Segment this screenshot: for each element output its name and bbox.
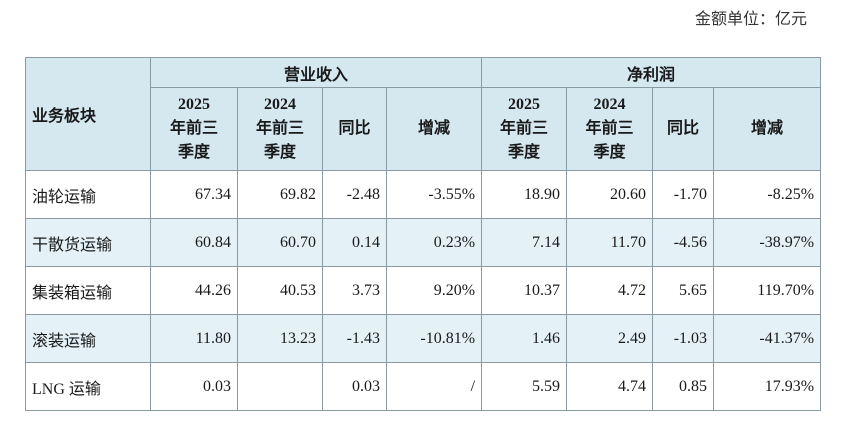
header-line: 季度 (263, 144, 296, 161)
column-header: 2024 年前三季度 (566, 87, 654, 171)
row-label: 油轮运输 (25, 170, 151, 219)
table-body: 油轮运输 67.34 69.82 -2.48 -3.55% 18.90 20.60 -1.70… (25, 170, 822, 411)
cell: -3.55% (385, 170, 483, 219)
header-row: 2025 年前三季度 2024 年前三季度 同比 增减 2025 年前三季度 2024 年前三季度… (26, 87, 822, 171)
cell: / (385, 362, 483, 411)
cell: 18.90 (481, 170, 568, 219)
header-line: 2024 (264, 96, 296, 113)
group-header: 营业收入 (149, 57, 483, 88)
table-row: 油轮运输 67.34 69.82 -2.48 -3.55% 18.90 20.60 -1.70… (25, 170, 822, 219)
cell: -38.97% (713, 218, 822, 267)
cell: 60.70 (237, 218, 323, 267)
table-header: 业务板块 营业收入 净利润 2025 年前三 季度 2024 年前三 季度 同比 增减 2025… (25, 57, 822, 171)
header-line: 增减 (418, 120, 451, 137)
column-header: 同比 (652, 87, 715, 171)
cell: 11.80 (150, 314, 238, 363)
cell: 60.84 (150, 218, 238, 267)
cell: 10.37 (481, 266, 568, 315)
header-line: 季度 (593, 144, 626, 161)
cell: 17.93% (713, 362, 822, 411)
cell: 67.34 (150, 170, 238, 219)
cell: 7.14 (481, 218, 568, 267)
cell (237, 362, 323, 411)
cell: 40.53 (237, 266, 323, 315)
cell: 0.03 (150, 362, 238, 411)
column-header: 2025 年前三季度 (481, 87, 568, 171)
cell: 0.03 (322, 362, 387, 411)
header-line: 2025 (508, 96, 541, 113)
header-line: 年前三 (169, 120, 218, 137)
header-line: 年前三 (585, 120, 634, 137)
cell: 44.26 (150, 266, 238, 315)
header-line: 2025 (178, 96, 210, 113)
header-line: 增减 (751, 120, 784, 137)
cell: 4.74 (566, 362, 654, 411)
cell: 3.73 (322, 266, 387, 315)
table-row: 集装箱运输 44.26 40.53 3.73 9.20% 10.37 4.72 5.65 119… (25, 266, 822, 315)
table-row: 干散货运输 60.84 60.70 0.14 0.23% 7.14 11.70 -4.56 -3… (25, 218, 822, 267)
header-row: 业务板块 营业收入 净利润 (25, 57, 822, 171)
column-header: 2024 年前三季度 (237, 87, 323, 171)
cell: 69.82 (237, 170, 323, 219)
cell: -1.03 (652, 314, 715, 363)
cell: 5.65 (652, 266, 715, 315)
column-header: 2025 年前三季度 (150, 87, 238, 171)
header-line: 年前三 (500, 120, 549, 137)
header-line: 2024 (593, 96, 626, 113)
cell: -10.81% (385, 314, 483, 363)
cell: 5.59 (481, 362, 568, 411)
table-row: LNG 运输 0.03 0.03/5.59 4.74 0.85 17.93% (25, 362, 822, 411)
column-header: 同比 (322, 87, 387, 171)
corner-header: 业务板块 (25, 57, 151, 171)
row-label: 滚装运输 (25, 314, 151, 363)
header-line: 同比 (667, 120, 700, 137)
column-header: 增减 (385, 87, 483, 171)
column-header: 增减 (713, 87, 822, 171)
cell: -41.37% (713, 314, 822, 363)
header-line: 年前三 (255, 120, 304, 137)
cell: 11.70 (566, 218, 654, 267)
cell: 13.23 (237, 314, 323, 363)
row-label: 集装箱运输 (25, 266, 151, 315)
cell: 0.85 (652, 362, 715, 411)
header-line: 同比 (338, 120, 371, 137)
unit-label: 金额单位：亿元 (694, 11, 807, 28)
group-header: 净利润 (481, 57, 822, 88)
row-label: LNG 运输 (25, 362, 151, 411)
row-label: 干散货运输 (25, 218, 151, 267)
header-line: 季度 (177, 144, 210, 161)
cell: -8.25% (713, 170, 822, 219)
cell: 0.23% (385, 218, 483, 267)
cell: -1.43 (322, 314, 387, 363)
table-row: 滚装运输 11.80 13.23 -1.43 -10.81% 1.46 2.49 -1.03-… (25, 314, 822, 363)
cell: -2.48 (322, 170, 387, 219)
cell: -1.70 (652, 170, 715, 219)
cell: 1.46 (481, 314, 568, 363)
cell: 20.60 (566, 170, 654, 219)
cell: 9.20% (385, 266, 483, 315)
data-table: 业务板块 营业收入 净利润 2025 年前三 季度 2024 年前三 季度 同比 增减 2025… (25, 57, 822, 411)
cell: -4.56 (652, 218, 715, 267)
cell: 0.14 (322, 218, 387, 267)
header-line: 季度 (508, 144, 541, 161)
cell: 2.49 (566, 314, 654, 363)
cell: 119.70% (713, 266, 822, 315)
cell: 4.72 (566, 266, 654, 315)
